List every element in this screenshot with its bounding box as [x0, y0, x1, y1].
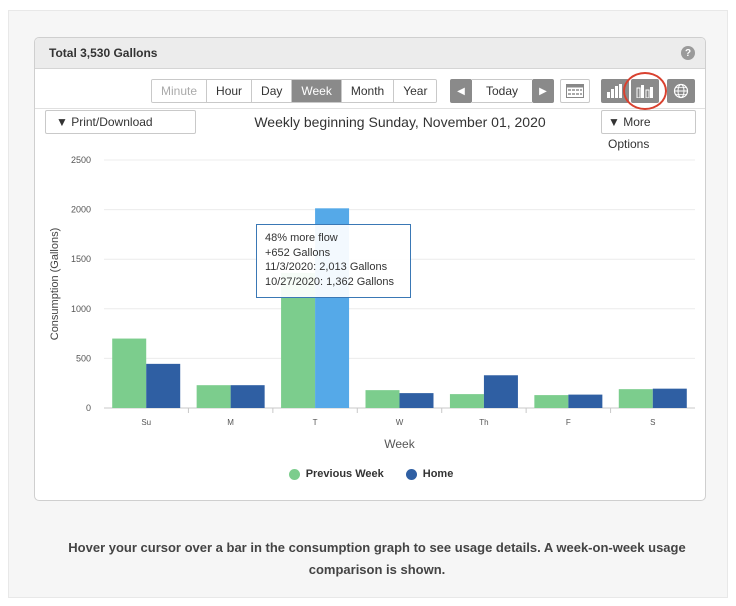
y-tick-label: 500	[76, 353, 91, 363]
legend-item-previous-week[interactable]: Previous Week	[288, 468, 384, 480]
x-tick-label: S	[650, 418, 655, 427]
more-options-button[interactable]: ▼ More Options	[601, 110, 696, 151]
caption-text: Hover your cursor over a bar in the cons…	[68, 540, 686, 577]
legend-label-home: Home	[422, 468, 454, 480]
bar-home-w	[399, 393, 434, 408]
y-tick-label: 2500	[71, 155, 91, 165]
bar-chart-icon	[607, 84, 622, 98]
bar-previous-week-f	[534, 395, 569, 408]
panel-header: Total 3,530 Gallons ?	[35, 38, 705, 69]
highlight-circle	[623, 72, 667, 110]
y-tick-label: 1000	[71, 304, 91, 314]
x-axis-label: Week	[384, 437, 415, 451]
bar-home-m	[230, 385, 265, 408]
consumption-chart: 0 500 1000 1500 2000 2500 Consumption (Gallons…	[49, 155, 695, 451]
toolbar: Minute Hour Day Week Month Year ◀ Today …	[35, 69, 705, 110]
interval-year-button[interactable]: Year	[394, 80, 437, 102]
x-tick-label: W	[396, 418, 404, 427]
bar-home-s	[652, 388, 687, 408]
interval-month-button[interactable]: Month	[341, 80, 395, 102]
calendar-icon	[566, 84, 585, 98]
y-tick-label: 1500	[71, 254, 91, 264]
previous-period-button[interactable]: ◀	[450, 79, 472, 103]
content-frame: Total 3,530 Gallons ? Minute Hour Day We…	[8, 10, 728, 598]
interval-minute-button[interactable]: Minute	[152, 80, 208, 102]
interval-week-button[interactable]: Week	[292, 80, 342, 102]
tooltip-current: 11/3/2020: 2,013 Gallons	[265, 261, 388, 273]
tooltip-previous: 10/27/2020: 1,362 Gallons	[265, 275, 395, 288]
y-axis-label: Consumption (Gallons)	[49, 228, 61, 341]
panel-title: Total 3,530 Gallons	[49, 46, 158, 60]
chevron-left-icon: ◀	[457, 85, 465, 97]
x-tick-label: Su	[141, 418, 151, 427]
interval-selector: Minute Hour Day Week Month Year	[151, 79, 438, 103]
x-tick-label: F	[566, 418, 571, 427]
legend-label-previous-week: Previous Week	[305, 468, 384, 480]
bar-tooltip: 48% more flow +652 Gallons 11/3/2020: 2,…	[256, 224, 411, 298]
bar-previous-week-s	[618, 389, 653, 408]
today-button[interactable]: Today	[472, 79, 533, 103]
print-download-button[interactable]: ▼ Print/Download	[45, 110, 196, 134]
tooltip-percent: 48% more flow	[265, 232, 338, 244]
consumption-panel: Total 3,530 Gallons ? Minute Hour Day We…	[34, 37, 706, 501]
chart-legend: Previous Week Home	[35, 468, 705, 480]
globe-icon	[673, 83, 689, 99]
x-tick-label: T	[313, 418, 318, 427]
bar-previous-week-th	[449, 394, 484, 408]
chart-title: Weekly beginning Sunday, November 01, 20…	[254, 114, 546, 130]
bar-previous-week-w	[365, 390, 400, 408]
tooltip-difference: +652 Gallons	[265, 246, 331, 259]
interval-day-button[interactable]: Day	[252, 80, 293, 102]
y-tick-label: 2000	[71, 205, 91, 215]
date-navigation: ◀ Today ▶	[450, 79, 591, 103]
next-period-button[interactable]: ▶	[532, 79, 555, 103]
legend-dot-home	[405, 468, 417, 480]
bar-previous-week-su	[112, 338, 147, 408]
bar-home-su	[146, 363, 181, 408]
x-tick-label: Th	[479, 418, 488, 427]
interval-hour-button[interactable]: Hour	[207, 80, 253, 102]
map-view-button[interactable]	[667, 79, 695, 103]
bar-home-f	[568, 394, 603, 408]
x-tick-label: M	[227, 418, 234, 427]
legend-dot-previous-week	[288, 468, 300, 480]
bar-home-th	[483, 375, 518, 408]
help-icon[interactable]: ?	[681, 46, 695, 60]
bar-previous-week-m	[196, 385, 231, 408]
legend-item-home[interactable]: Home	[405, 468, 454, 480]
calendar-button[interactable]	[560, 79, 591, 103]
chevron-right-icon: ▶	[539, 85, 547, 97]
y-tick-label: 0	[86, 403, 91, 413]
